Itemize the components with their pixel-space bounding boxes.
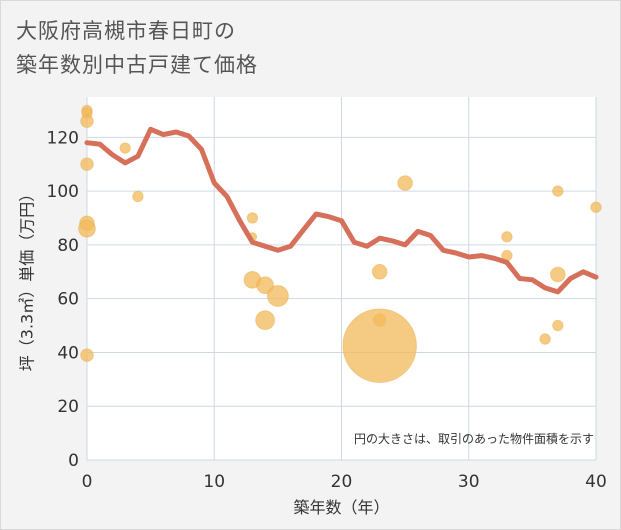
- bubble-layer: [78, 104, 602, 383]
- data-bubble: [80, 348, 94, 362]
- data-bubble: [266, 284, 289, 307]
- chart-title-line-2: 築年数別中古戸建て価格: [16, 53, 258, 77]
- data-bubble: [132, 190, 144, 203]
- data-bubble: [501, 231, 513, 243]
- y-tick-label: 0: [68, 451, 79, 471]
- x-tick-label: 40: [585, 472, 607, 492]
- data-bubble: [371, 263, 388, 280]
- y-tick-label: 60: [57, 290, 79, 310]
- data-bubble: [397, 175, 413, 191]
- data-bubble: [80, 157, 94, 172]
- y-axis-label: 坪（3.3㎡）単価（万円）: [18, 186, 37, 371]
- data-bubble: [342, 308, 417, 383]
- data-bubble: [255, 310, 276, 331]
- chart-title-line-1: 大阪府高槻市春日町の: [16, 19, 236, 43]
- x-tick-label: 30: [458, 472, 480, 492]
- x-axis-label: 築年数（年）: [293, 498, 389, 517]
- x-tick-labels: 0 10 20 30 40: [82, 472, 607, 492]
- data-bubble: [256, 276, 275, 295]
- y-tick-label: 20: [57, 397, 79, 417]
- y-tick-label: 100: [47, 182, 79, 202]
- bubble-size-note: 円の大きさは、取引のあった物件面積を示す: [354, 431, 594, 446]
- x-tick-label: 10: [203, 472, 225, 492]
- data-bubble: [549, 266, 566, 283]
- x-tick-label: 20: [331, 472, 353, 492]
- y-tick-label: 80: [57, 236, 79, 256]
- data-bubble: [552, 185, 564, 197]
- y-tick-labels: 0 20 40 60 80 100 120: [47, 128, 79, 471]
- data-bubble: [119, 142, 131, 154]
- data-bubble: [80, 114, 94, 128]
- data-bubble: [246, 212, 259, 224]
- chart-title: 大阪府高槻市春日町の 築年数別中古戸建て価格: [16, 14, 416, 82]
- x-tick-label: 0: [82, 472, 93, 492]
- data-bubble: [539, 333, 551, 345]
- data-bubble: [78, 219, 96, 238]
- data-bubble: [590, 201, 602, 213]
- y-tick-label: 40: [57, 343, 79, 363]
- y-tick-label: 120: [47, 128, 79, 148]
- data-bubble: [552, 319, 564, 332]
- grid-lines: [86, 97, 597, 461]
- price-trend-line: [84, 126, 599, 295]
